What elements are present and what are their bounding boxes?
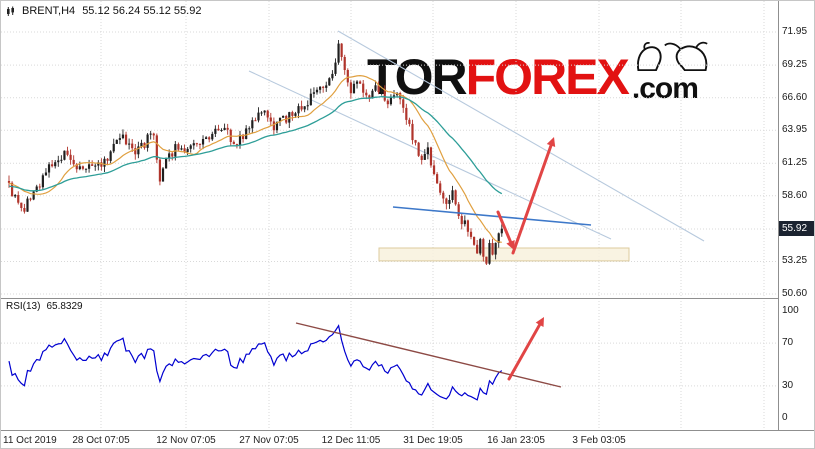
ma-slow-line bbox=[8, 95, 503, 195]
rsi-scale-label: 100 bbox=[782, 305, 799, 316]
candlestick-chart-icon bbox=[6, 6, 15, 17]
rsi-scale-label: 30 bbox=[782, 380, 794, 391]
rsi-scale-label: 70 bbox=[782, 337, 794, 348]
indicator-name: RSI(13) bbox=[6, 301, 41, 312]
price-label: 58.60 bbox=[782, 190, 808, 201]
price-scale[interactable]: 71.95 69.25 66.60 63.95 61.25 58.60 53.2… bbox=[779, 1, 814, 430]
price-label: 71.95 bbox=[782, 26, 808, 37]
time-label: 12 Nov 07:05 bbox=[156, 435, 216, 446]
support-zone bbox=[378, 247, 630, 262]
rsi-line bbox=[8, 324, 503, 401]
indicator-header: RSI(13) 65.8329 bbox=[6, 301, 83, 312]
channel-lines bbox=[248, 30, 705, 242]
current-price-badge: 55.92 bbox=[779, 221, 814, 236]
time-label: 3 Feb 03:05 bbox=[572, 435, 626, 446]
ohlc-quote: 55.12 56.24 55.12 55.92 bbox=[82, 5, 202, 17]
symbol-timeframe: BRENT,H4 bbox=[22, 5, 76, 17]
price-label: 69.25 bbox=[782, 59, 808, 70]
time-label: 12 Dec 11:05 bbox=[321, 435, 381, 446]
time-label: 16 Jan 23:05 bbox=[487, 435, 545, 446]
rsi-trendline bbox=[295, 322, 562, 388]
price-label: 66.60 bbox=[782, 92, 808, 103]
price-label: 61.25 bbox=[782, 157, 808, 168]
logo-text-forex: FOREX bbox=[465, 49, 630, 105]
price-label: 50.60 bbox=[782, 288, 808, 299]
pane-divider bbox=[1, 298, 778, 299]
price-label: 63.95 bbox=[782, 124, 808, 135]
price-label: 53.25 bbox=[782, 255, 808, 266]
logo-text-com: .com bbox=[631, 72, 699, 105]
time-label: 27 Nov 07:05 bbox=[239, 435, 299, 446]
watermark-logo: TOR FOREX .com bbox=[367, 39, 712, 105]
time-label: 28 Oct 07:05 bbox=[72, 435, 130, 446]
resistance-trendline bbox=[392, 206, 592, 226]
time-axis[interactable]: 11 Oct 2019 28 Oct 07:05 12 Nov 07:05 27… bbox=[1, 431, 814, 448]
price-scale-divider bbox=[778, 1, 779, 430]
forecast-arrows bbox=[496, 137, 556, 381]
rsi-scale-label: 0 bbox=[782, 412, 788, 423]
indicator-value: 65.8329 bbox=[46, 301, 83, 312]
ma-fast-line bbox=[8, 74, 502, 243]
axis-divider bbox=[1, 430, 814, 431]
time-label: 31 Dec 19:05 bbox=[403, 435, 463, 446]
bull-bear-icon bbox=[632, 39, 712, 76]
time-label: 11 Oct 2019 bbox=[3, 435, 57, 446]
chart-header: BRENT,H4 55.12 56.24 55.12 55.92 bbox=[6, 5, 201, 17]
grid-lines bbox=[1, 1, 778, 430]
